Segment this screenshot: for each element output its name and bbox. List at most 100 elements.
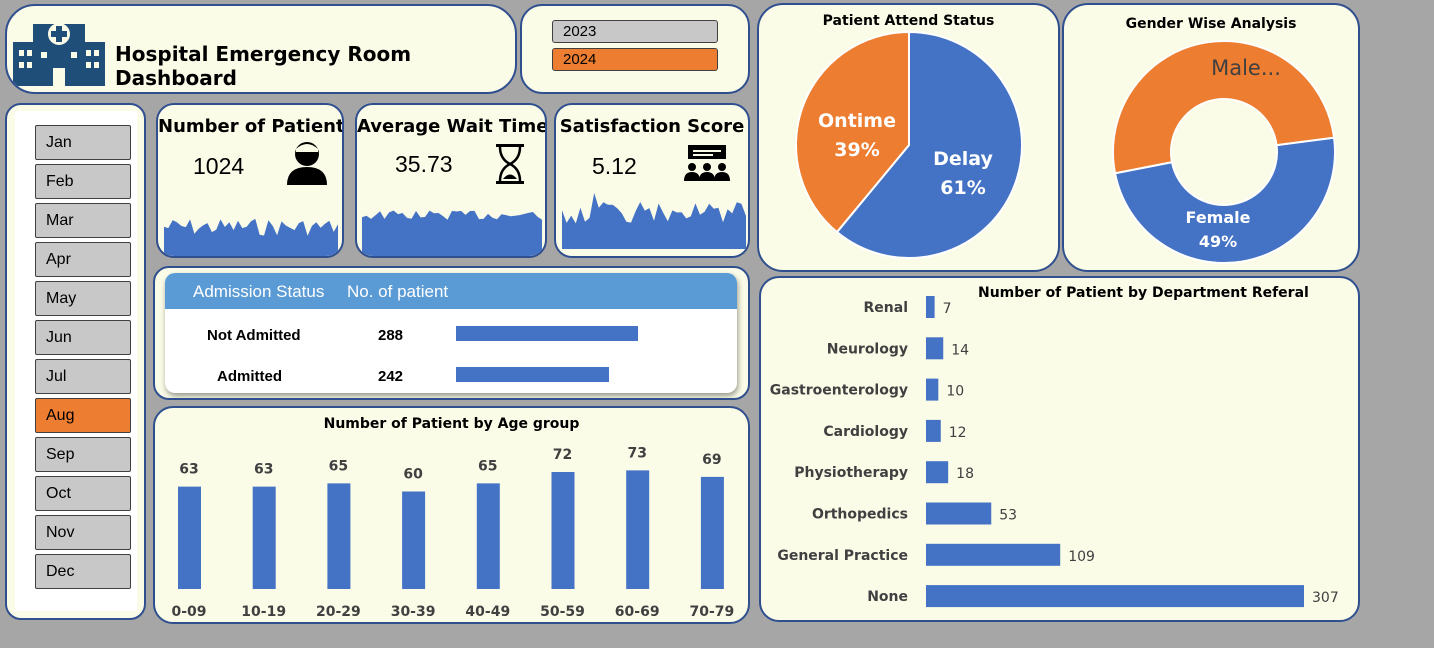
wait-sparkline — [362, 210, 542, 256]
age-data-label: 69 — [702, 452, 721, 468]
kpi-wait-value: 35.73 — [395, 151, 453, 177]
age-bar — [252, 486, 276, 589]
department-data-label: 7 — [943, 301, 952, 317]
age-data-label: 73 — [627, 445, 646, 461]
department-tick-label: Gastroenterology — [770, 383, 908, 399]
age-tick-label: 70-79 — [690, 604, 735, 620]
department-data-label: 307 — [1312, 590, 1339, 606]
month-button-aug[interactable]: Aug — [35, 398, 131, 433]
attend-slice — [795, 30, 910, 234]
admission-value-admitted: 242 — [378, 368, 404, 385]
age-data-label: 63 — [179, 462, 198, 478]
attend-slice — [835, 30, 1023, 259]
month-list: Jan Feb Mar Apr May Jun Jul Aug Sep Oct Nov Dec — [15, 111, 137, 611]
month-button-dec[interactable]: Dec — [35, 554, 131, 589]
attend-slice-value: 39% — [834, 139, 879, 161]
sparkline-area — [562, 193, 746, 249]
attend-slice-label: Ontime — [818, 110, 896, 132]
age-tick-label: 60-69 — [615, 604, 660, 620]
age-data-label: 60 — [403, 467, 423, 483]
sparkline-area — [164, 218, 338, 256]
attend-chart-panel: Patient Attend Status Delay 61% Ontime 39% — [757, 3, 1060, 272]
satisfaction-sparkline — [562, 193, 746, 249]
kpi-patients-title: Number of Patient — [158, 116, 344, 137]
patients-sparkline — [164, 218, 338, 256]
department-bar — [926, 296, 935, 318]
admission-header-count: No. of patient — [347, 282, 449, 301]
department-bar — [926, 461, 949, 484]
age-bar — [327, 483, 351, 589]
age-tick-label: 40-49 — [465, 604, 510, 620]
year-slicer: 2023 2024 — [520, 4, 750, 94]
gender-slice — [1112, 40, 1336, 175]
month-button-feb[interactable]: Feb — [35, 164, 131, 199]
department-tick-label: General Practice — [777, 548, 908, 564]
department-bar — [926, 543, 1061, 566]
year-button-2023[interactable]: 2023 — [552, 20, 718, 43]
gender-slice-label: Male... — [1211, 56, 1281, 80]
department-tick-label: Renal — [864, 300, 909, 316]
admission-value-not-admitted: 288 — [378, 327, 404, 344]
dashboard-title: Hospital Emergency Room Dashboard — [115, 42, 412, 90]
department-tick-label: Physiotherapy — [794, 465, 908, 481]
month-button-oct[interactable]: Oct — [35, 476, 131, 511]
month-button-jul[interactable]: Jul — [35, 359, 131, 394]
age-data-label: 65 — [329, 458, 348, 474]
age-tick-label: 0-09 — [171, 604, 206, 620]
month-button-sep[interactable]: Sep — [35, 437, 131, 472]
month-button-jun[interactable]: Jun — [35, 320, 131, 355]
department-data-label: 53 — [999, 508, 1017, 524]
title-panel: Hospital Emergency Room Dashboard — [5, 4, 517, 94]
kpi-patients-value: 1024 — [193, 153, 245, 179]
month-button-jan[interactable]: Jan — [35, 125, 131, 160]
age-data-label: 65 — [478, 458, 497, 474]
year-button-2024[interactable]: 2024 — [552, 48, 718, 71]
kpi-patients: Number of Patient 1024 — [156, 103, 344, 258]
age-bar — [626, 470, 650, 589]
attend-slice-value: 61% — [940, 177, 985, 199]
department-data-label: 10 — [946, 384, 964, 400]
kpi-wait-title: Average Wait Time — [357, 116, 547, 137]
age-bar — [402, 491, 426, 589]
admission-label-admitted: Admitted — [217, 368, 282, 385]
month-button-may[interactable]: May — [35, 281, 131, 316]
age-bar — [476, 483, 500, 589]
age-tick-label: 10-19 — [241, 604, 286, 620]
department-bar — [926, 502, 992, 525]
month-button-nov[interactable]: Nov — [35, 515, 131, 550]
month-slicer: Jan Feb Mar Apr May Jun Jul Aug Sep Oct Nov Dec — [5, 103, 146, 620]
kpi-satisfaction: Satisfaction Score 5.12 — [554, 103, 750, 258]
gender-slice-label: Female — [1186, 208, 1251, 227]
admission-panel: Admission Status No. of patient Not Admi… — [153, 266, 750, 400]
admission-label-not-admitted: Not Admitted — [207, 327, 301, 344]
attend-slice-label: Delay — [933, 148, 993, 170]
gender-chart: Female 49% Male... — [1112, 40, 1336, 264]
admission-header-status: Admission Status — [193, 282, 325, 301]
department-bar — [926, 378, 939, 401]
month-button-apr[interactable]: Apr — [35, 242, 131, 277]
department-bar — [926, 419, 941, 442]
kpi-satisfaction-title: Satisfaction Score — [559, 116, 745, 137]
age-tick-label: 20-29 — [316, 604, 361, 620]
kpi-satisfaction-value: 5.12 — [592, 153, 637, 179]
department-chart-title: Number of Patient by Department Referal — [978, 285, 1309, 301]
department-chart-panel: Number of Patient by Department Referal … — [759, 276, 1360, 622]
gender-slice-value: 49% — [1199, 232, 1237, 251]
department-tick-label: Orthopedics — [812, 507, 908, 523]
department-data-label: 109 — [1068, 549, 1095, 565]
age-tick-label: 30-39 — [391, 604, 436, 620]
department-bar — [926, 337, 944, 360]
admission-bar-not-admitted — [456, 326, 638, 341]
department-tick-label: Neurology — [827, 341, 908, 357]
admission-bar-admitted — [456, 367, 609, 382]
month-button-mar[interactable]: Mar — [35, 203, 131, 238]
department-data-label: 12 — [949, 425, 967, 441]
gender-slice — [1113, 136, 1336, 264]
age-bar — [178, 486, 201, 589]
attend-chart: Delay 61% Ontime 39% — [795, 30, 1023, 259]
age-data-label: 63 — [254, 462, 273, 478]
age-chart-panel: Number of Patient by Age group 63 0-09 63 1… — [153, 406, 750, 624]
department-tick-label: Cardiology — [823, 424, 908, 440]
age-bar — [551, 472, 575, 589]
department-tick-label: None — [867, 589, 908, 605]
